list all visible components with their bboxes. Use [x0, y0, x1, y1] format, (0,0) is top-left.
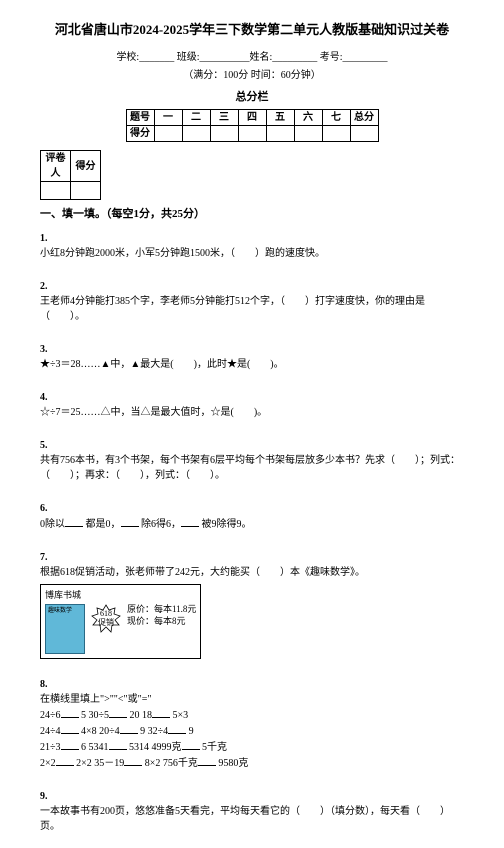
- q8-line3: 21÷3 6 5341 5314 4999克 5千克: [40, 739, 464, 755]
- q6-num: 6.: [40, 501, 464, 516]
- q2-num: 2.: [40, 279, 464, 294]
- q9-num: 9.: [40, 789, 464, 804]
- blank: [121, 516, 139, 527]
- q3-num: 3.: [40, 342, 464, 357]
- price-info: 原价：每本11.8元 现价：每本8元: [127, 604, 196, 627]
- store-name: 博库书城: [45, 589, 196, 603]
- q1-text: 小红8分钟跑2000米，小军5分钟跑1500米，（ ）跑的速度快。: [40, 246, 464, 261]
- q5-text: 共有756本书，有3个书架，每个书架有6层平均每个书架每层放多少本书？先求（ ）…: [40, 453, 464, 483]
- question-6: 6. 0除以 都是0， 除6得6， 被9除得9。: [40, 501, 464, 532]
- score-table: 题号 一 二 三 四 五 六 七 总分 得分: [126, 109, 379, 142]
- blank: [65, 516, 83, 527]
- question-5: 5. 共有756本书，有3个书架，每个书架有6层平均每个书架每层放多少本书？先求…: [40, 438, 464, 483]
- question-1: 1. 小红8分钟跑2000米，小军5分钟跑1500米，（ ）跑的速度快。: [40, 231, 464, 261]
- th-num: 题号: [126, 110, 154, 126]
- info-line: 学校:_______ 班级:__________姓名:_________ 考号:…: [40, 50, 464, 65]
- book-image: 趣味数学: [45, 604, 85, 654]
- page-title: 河北省唐山市2024-2025学年三下数学第二单元人教版基础知识过关卷: [40, 20, 464, 40]
- section-1-head: 一、填一填。（每空1分，共25分）: [40, 206, 464, 223]
- question-9: 9. 一本故事书有200页，悠悠准备5天看完，平均每天看它的（ ）（填分数），每…: [40, 789, 464, 834]
- q5-num: 5.: [40, 438, 464, 453]
- score-heading: 总分栏: [40, 89, 464, 106]
- q1-num: 1.: [40, 231, 464, 246]
- q6-text: 0除以 都是0， 除6得6， 被9除得9。: [40, 516, 464, 532]
- q2-text: 王老师4分钟能打385个字，李老师5分钟能打512个字，（ ）打字速度快，你的理…: [40, 294, 464, 324]
- question-8: 8. 在横线里填上">""<"或"=" 24÷6 5 30÷5 20 18 5×…: [40, 677, 464, 771]
- q4-num: 4.: [40, 390, 464, 405]
- q7-text: 根据618促销活动，张老师带了242元，大约能买（ ）本《趣味数学》。: [40, 565, 464, 580]
- q3-text: ★÷3＝28……▲中，▲最大是( )，此时★是( )。: [40, 357, 464, 372]
- grader-table: 评卷人 得分: [40, 150, 101, 200]
- sub-line: （满分：100分 时间：60分钟）: [40, 68, 464, 83]
- score-label: 得分: [71, 151, 101, 182]
- question-3: 3. ★÷3＝28……▲中，▲最大是( )，此时★是( )。: [40, 342, 464, 372]
- grader-label: 评卷人: [41, 151, 71, 182]
- q4-text: ☆÷7＝25……△中，当△是最大值时，☆是( )。: [40, 405, 464, 420]
- th-score: 得分: [126, 126, 154, 142]
- q9-text: 一本故事书有200页，悠悠准备5天看完，平均每天看它的（ ）（填分数），每天看（…: [40, 804, 464, 834]
- q8-num: 8.: [40, 677, 464, 692]
- q8-line1: 24÷6 5 30÷5 20 18 5×3: [40, 707, 464, 723]
- promo-box: 博库书城 趣味数学 618 促销 原价：每本11.8元 现价：每本8元: [40, 584, 201, 660]
- q7-num: 7.: [40, 550, 464, 565]
- question-4: 4. ☆÷7＝25……△中，当△是最大值时，☆是( )。: [40, 390, 464, 420]
- blank: [181, 516, 199, 527]
- q8-line2: 24÷4 4×8 20÷4 9 32÷4 9: [40, 723, 464, 739]
- question-2: 2. 王老师4分钟能打385个字，李老师5分钟能打512个字，（ ）打字速度快，…: [40, 279, 464, 324]
- question-7: 7. 根据618促销活动，张老师带了242元，大约能买（ ）本《趣味数学》。 博…: [40, 550, 464, 660]
- q8-line4: 2×2 2×2 35－19 8×2 756千克 9580克: [40, 755, 464, 771]
- q8-lead: 在横线里填上">""<"或"=": [40, 692, 464, 707]
- promo-badge-icon: 618 促销: [91, 604, 121, 634]
